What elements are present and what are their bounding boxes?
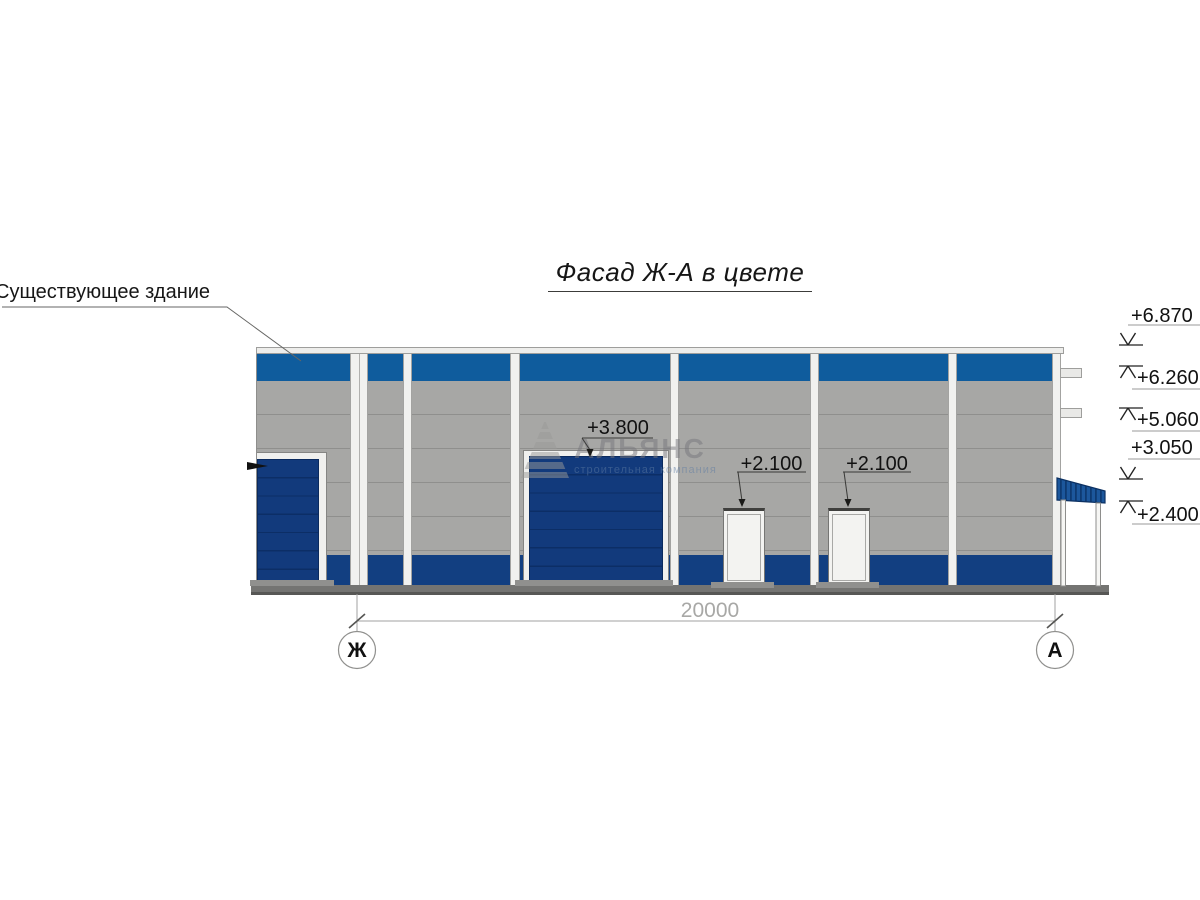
building-facade (256, 347, 1064, 585)
threshold-door-1 (711, 582, 774, 588)
existing-building-label: Существующее здание (0, 281, 211, 303)
ground-line (251, 585, 1109, 595)
canopy-post (1060, 499, 1066, 587)
dimension-value: 20000 (680, 599, 740, 622)
entrance-canopy (1056, 477, 1106, 587)
door1-height-label: +2.100 (740, 453, 803, 475)
axis-letter-zh: Ж (347, 639, 367, 662)
axis-letter-a: А (1047, 639, 1063, 662)
large-sectional-door (529, 456, 663, 582)
door-leaf (727, 514, 761, 581)
threshold-left-door (250, 580, 334, 586)
pilaster-corner-axis-a (1052, 354, 1061, 585)
left-sectional-door-frame (257, 452, 327, 585)
pilaster (403, 354, 412, 585)
pilaster (810, 354, 819, 585)
parapet-strip (256, 347, 1064, 354)
elevation-mark-6870 (1119, 324, 1200, 346)
pilaster (948, 354, 957, 585)
pilaster-axis-zh (350, 354, 368, 585)
left-sectional-door (257, 459, 319, 585)
panel-seam (257, 414, 1061, 415)
canopy-post (1095, 502, 1101, 587)
large-sectional-door-frame (523, 450, 669, 585)
pilaster (510, 354, 520, 585)
title-block: Фасад Ж-А в цвете (430, 257, 930, 292)
panel-seam (257, 448, 1061, 449)
top-blue-band (257, 354, 1061, 381)
large-door-height-label: +3.800 (587, 417, 649, 439)
drawing-title: Фасад Ж-А в цвете (547, 257, 813, 292)
door2-height-label: +2.100 (846, 453, 908, 475)
elevation-label-2400: +2.400 (1137, 504, 1199, 526)
entrance-door-1 (723, 508, 765, 585)
elevation-label-5060: +5.060 (1137, 409, 1199, 431)
elevation-mark-3050 (1119, 458, 1200, 480)
wall-projection-lower (1060, 408, 1082, 418)
elevation-label-3050: +3.050 (1131, 437, 1193, 459)
elevation-label-6260: +6.260 (1137, 367, 1199, 389)
entrance-door-2 (828, 508, 870, 585)
elevation-label-6870: +6.870 (1131, 305, 1193, 327)
wall-projection-upper (1060, 368, 1082, 378)
threshold-large-door (515, 580, 673, 586)
pilaster (670, 354, 679, 585)
threshold-door-2 (816, 582, 879, 588)
door-leaf (832, 514, 866, 581)
